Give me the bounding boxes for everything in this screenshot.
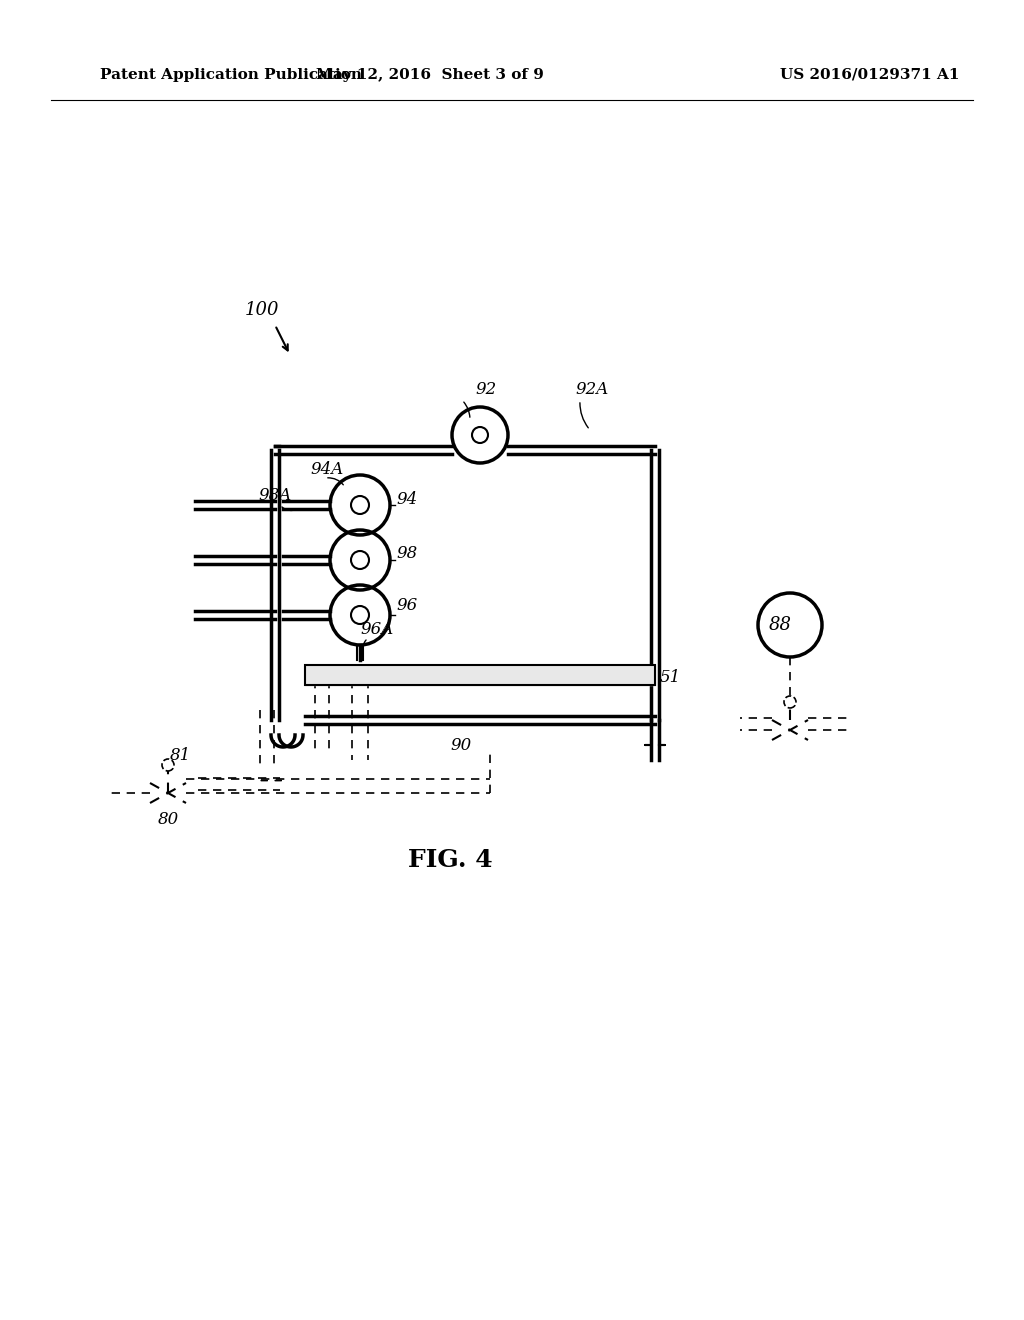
Text: 94: 94 — [396, 491, 417, 508]
Text: 96A: 96A — [360, 622, 393, 639]
Text: 96: 96 — [396, 598, 417, 615]
Text: 90: 90 — [450, 737, 471, 754]
Text: 98A: 98A — [258, 487, 291, 503]
Text: US 2016/0129371 A1: US 2016/0129371 A1 — [780, 69, 959, 82]
Text: 98: 98 — [396, 545, 417, 562]
Text: Patent Application Publication: Patent Application Publication — [100, 69, 362, 82]
Text: 80: 80 — [158, 812, 179, 829]
Text: 94A: 94A — [310, 462, 343, 479]
Text: FIG. 4: FIG. 4 — [408, 847, 493, 873]
Text: 81: 81 — [170, 747, 191, 763]
Text: 100: 100 — [245, 301, 280, 319]
Text: 92A: 92A — [575, 381, 608, 399]
Bar — [305, 665, 655, 685]
Text: 51: 51 — [660, 668, 681, 685]
Text: 88: 88 — [768, 616, 792, 634]
Text: 92: 92 — [475, 381, 497, 399]
Text: May 12, 2016  Sheet 3 of 9: May 12, 2016 Sheet 3 of 9 — [316, 69, 544, 82]
